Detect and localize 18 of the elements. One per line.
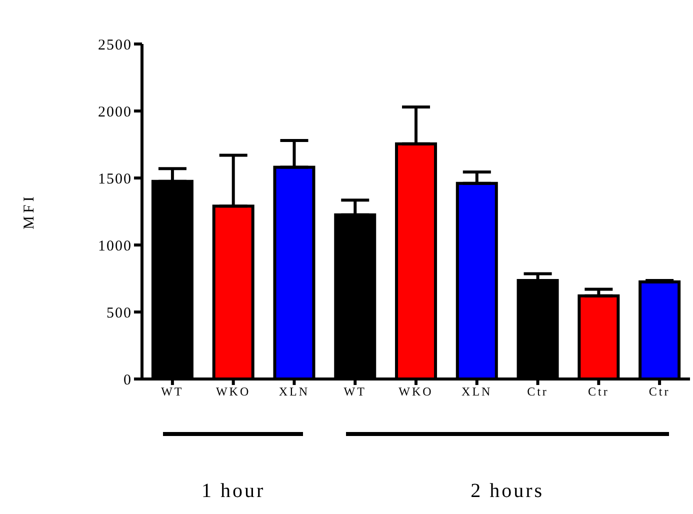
y-tick-label: 2000 bbox=[98, 104, 132, 120]
y-tick-label: 2500 bbox=[98, 37, 132, 54]
x-tick-label: WKO bbox=[398, 384, 434, 399]
x-tick-label: WKO bbox=[216, 384, 251, 399]
x-tick-label: WT bbox=[161, 384, 184, 399]
y-tick-label: 1500 bbox=[98, 171, 132, 188]
y-tick-label: 0 bbox=[124, 372, 132, 388]
y-tick-label: 1000 bbox=[98, 238, 132, 254]
x-tick-label: WT bbox=[344, 384, 366, 399]
x-tick-label: XLN bbox=[462, 384, 492, 399]
text: 1 hour bbox=[200, 480, 266, 503]
x-tick-label: Ctr bbox=[527, 384, 548, 399]
y-tick-label: 500 bbox=[106, 305, 132, 322]
x-tick-label: Ctr bbox=[588, 384, 610, 399]
text: 2 hours bbox=[470, 480, 546, 503]
y-axis-title: MFI bbox=[21, 194, 38, 230]
x-tick-label: XLN bbox=[278, 384, 310, 399]
x-tick-label: Ctr bbox=[648, 384, 670, 399]
